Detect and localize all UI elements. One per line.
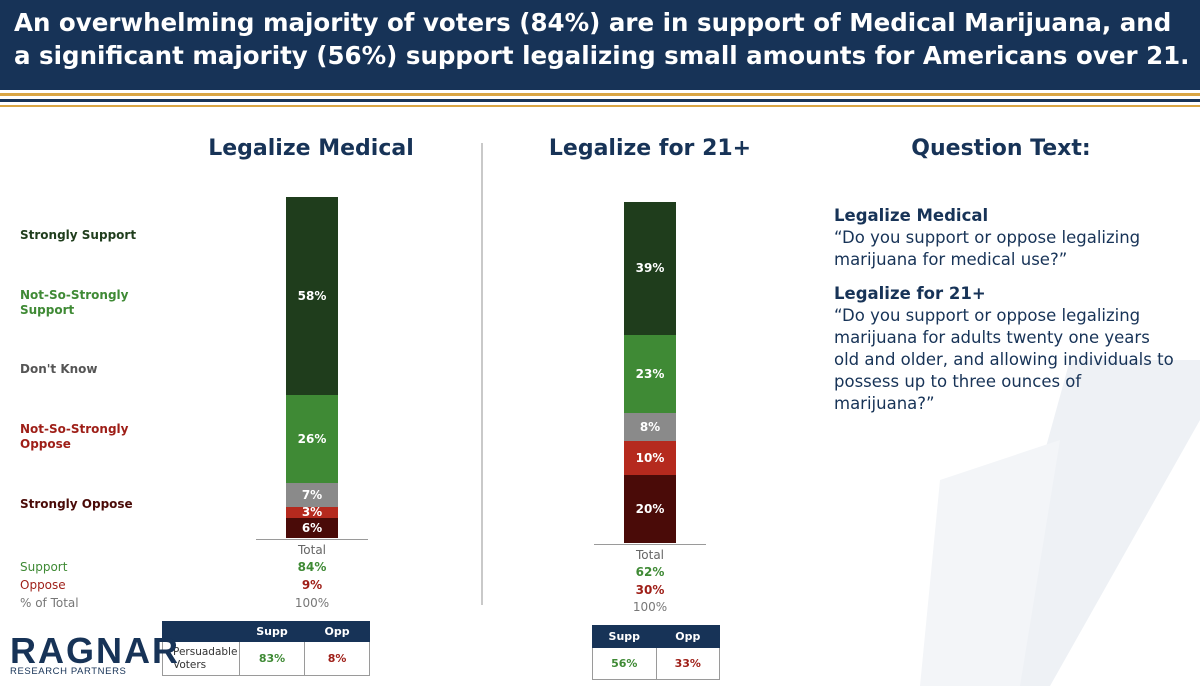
bar-segment-not-so-strongly-support	[624, 334, 676, 414]
question-text-panel: Legalize Medical “Do you support or oppo…	[834, 205, 1174, 427]
bar-data-label: 20%	[635, 501, 665, 516]
persuadable-opp-value: 33%	[655, 647, 721, 680]
bar-segment-strongly-support	[286, 197, 338, 395]
bar-segment-not-so-strongly-support	[286, 394, 338, 484]
total-oppose-21: 30%	[635, 583, 665, 597]
total-support-medical: 84%	[297, 560, 327, 574]
x-axis-line-medical	[256, 539, 368, 540]
header-stripes	[0, 88, 1200, 107]
stripe-gold-bottom	[0, 105, 1200, 107]
category-label-total-21: Total	[635, 548, 665, 562]
stacked-bar-legalize-21: 39% 23% 8% 10% 20%	[624, 202, 676, 543]
total-oppose-medical: 9%	[301, 578, 323, 592]
bar-data-label: 3%	[301, 505, 323, 520]
persuadable-header-opp: Opp	[655, 625, 721, 648]
total-support-21: 62%	[635, 565, 665, 579]
bar-segment-strongly-support	[624, 202, 676, 335]
row-label-not-so-strongly-support: Not-So-Strongly Support	[20, 288, 129, 317]
row-label-strongly-oppose: Strongly Oppose	[20, 497, 133, 511]
chart-title-legalize-medical: Legalize Medical	[208, 136, 414, 161]
question-item-medical: Legalize Medical “Do you support or oppo…	[834, 205, 1174, 271]
stripe-navy-top	[0, 88, 1200, 90]
row-label-not-so-strongly-oppose: Not-So-Strongly Oppose	[20, 422, 129, 451]
question-title: Legalize Medical	[834, 206, 989, 225]
bar-segment-strongly-oppose	[624, 474, 676, 543]
category-label-total-medical: Total	[297, 543, 327, 557]
persuadable-header-opp: Opp	[304, 621, 370, 642]
stacked-bar-legalize-medical: 58% 26% 7% 3% 6%	[286, 197, 338, 538]
question-body: “Do you support or oppose legalizing mar…	[834, 306, 1174, 413]
row-label-strongly-support: Strongly Support	[20, 228, 137, 242]
stripe-navy-middle	[0, 99, 1200, 102]
slide-title: An overwhelming majority of voters (84%)…	[14, 8, 1190, 70]
bar-segment-don-t-know	[624, 413, 676, 441]
persuadable-opp-value: 8%	[304, 641, 370, 676]
chart-title-legalize-21: Legalize for 21+	[548, 136, 752, 161]
x-axis-line-21	[594, 544, 706, 545]
question-item-21: Legalize for 21+ “Do you support or oppo…	[834, 283, 1174, 415]
bar-segment-strongly-oppose	[286, 517, 338, 538]
column-divider	[481, 143, 483, 605]
persuadable-row-label: Persuadable Voters	[162, 641, 240, 676]
bar-data-label: 8%	[639, 420, 661, 435]
background-decoration	[920, 360, 1200, 686]
question-body: “Do you support or oppose legalizing mar…	[834, 228, 1141, 269]
summary-label-support: Support	[20, 560, 68, 574]
bar-data-label: 39%	[635, 261, 665, 276]
persuadable-supp-value: 83%	[238, 641, 306, 676]
persuadable-table-medical: Supp Opp Persuadable Voters 83% 8%	[162, 621, 370, 676]
bar-data-label: 7%	[301, 488, 323, 503]
question-title: Legalize for 21+	[834, 284, 986, 303]
bar-data-label: 23%	[635, 367, 665, 382]
persuadable-supp-value: 56%	[592, 647, 657, 680]
bar-segment-not-so-strongly-oppose	[286, 507, 338, 518]
bar-data-label: 26%	[297, 432, 327, 447]
bar-data-label: 6%	[301, 520, 323, 535]
header-banner: An overwhelming majority of voters (84%)…	[0, 0, 1200, 88]
total-pct-medical: 100%	[294, 596, 330, 610]
question-text-heading: Question Text:	[911, 136, 1091, 161]
summary-label-oppose: Oppose	[20, 578, 66, 592]
stripe-gold-top	[0, 93, 1200, 96]
logo-tagline: RESEARCH PARTNERS	[10, 666, 127, 677]
persuadable-header-supp: Supp	[238, 621, 306, 642]
bar-data-label: 10%	[635, 450, 665, 465]
logo-wordmark: RAGNAR	[10, 630, 180, 671]
persuadable-table-21: Supp Opp 56% 33%	[592, 625, 721, 680]
bar-segment-not-so-strongly-oppose	[624, 440, 676, 475]
bar-data-label: 58%	[297, 288, 327, 303]
persuadable-header-supp: Supp	[592, 625, 657, 648]
summary-label-pct-total: % of Total	[20, 596, 79, 610]
persuadable-header-blank	[162, 621, 240, 642]
bar-segment-don-t-know	[286, 483, 338, 508]
total-pct-21: 100%	[632, 600, 668, 614]
ragnar-logo: RAGNAR RESEARCH PARTNERS	[10, 630, 180, 678]
row-label-dont-know: Don't Know	[20, 362, 98, 376]
